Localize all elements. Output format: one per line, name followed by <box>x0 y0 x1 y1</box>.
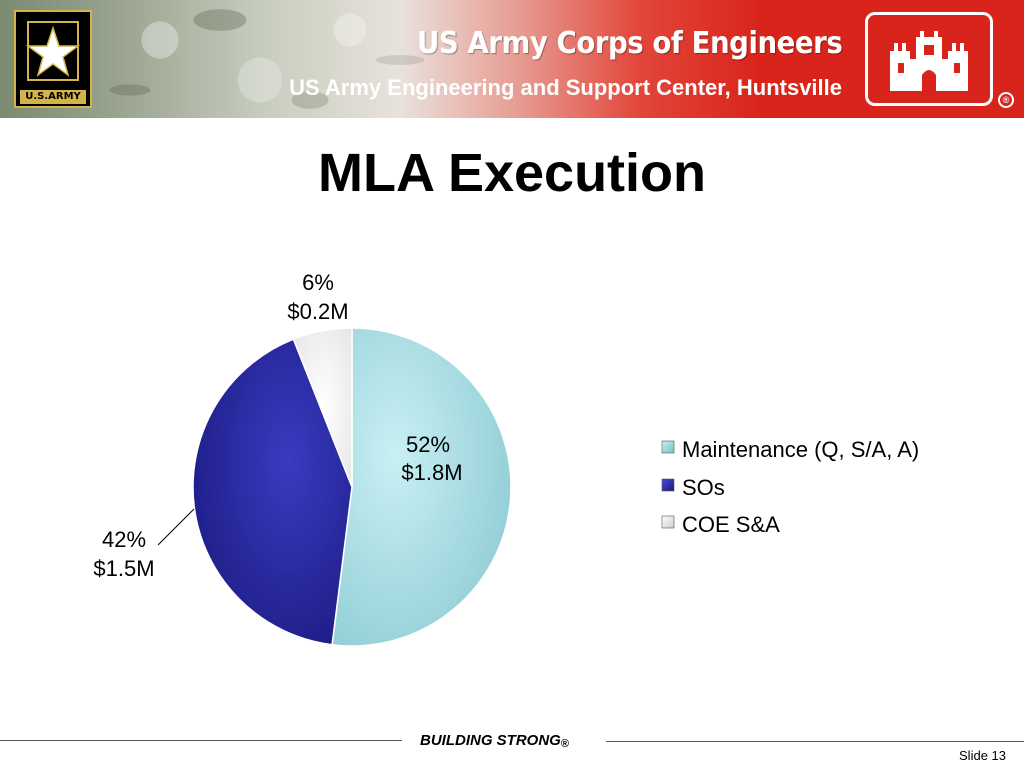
org-subtitle: US Army Engineering and Support Center, … <box>289 75 842 100</box>
chart-legend: Maintenance (Q, S/A, A) SOs COE S&A <box>661 437 919 537</box>
slide-number: Slide 13 <box>959 748 1006 763</box>
legend-swatch-coe <box>661 515 675 529</box>
footer-tagline-text: BUILDING STRONG <box>420 732 561 749</box>
castle-icon <box>890 31 968 91</box>
footer-tagline: BUILDING STRONG® <box>420 732 569 750</box>
data-label-sos-pct: 42% <box>102 527 146 552</box>
data-label-maintenance-pct: 52% <box>406 432 450 457</box>
registered-mark: ® <box>998 92 1014 108</box>
legend-swatch-maintenance <box>661 440 675 454</box>
footer-divider-right <box>606 741 1024 742</box>
us-army-logo: U.S.ARMY <box>14 10 92 108</box>
legend-label-sos: SOs <box>682 475 725 500</box>
legend-label-maintenance: Maintenance (Q, S/A, A) <box>682 437 919 462</box>
data-label-coe-amt: $0.2M <box>287 299 348 324</box>
leader-line-sos <box>157 508 195 546</box>
pie-slice-coe <box>292 327 353 488</box>
data-label-coe-pct: 6% <box>302 270 334 295</box>
footer-divider-left <box>0 740 402 741</box>
legend-swatch-sos <box>661 478 675 492</box>
army-star-icon <box>25 21 81 81</box>
pie-slice-sos <box>192 338 353 646</box>
data-label-maintenance-amt: $1.8M <box>401 460 462 485</box>
header-banner: U.S.ARMY US Army Corps of Engineers US A… <box>0 0 1024 118</box>
army-logo-text: U.S.ARMY <box>20 90 86 104</box>
camo-pattern <box>100 0 460 118</box>
legend-label-coe: COE S&A <box>682 512 780 537</box>
org-title: US Army Corps of Engineers <box>416 26 843 61</box>
slide-title: MLA Execution <box>317 143 707 203</box>
footer-registered-mark: ® <box>560 738 569 750</box>
data-label-sos-amt: $1.5M <box>93 556 154 581</box>
castle-logo <box>865 12 993 106</box>
pie-slice-maintenance <box>331 327 512 647</box>
